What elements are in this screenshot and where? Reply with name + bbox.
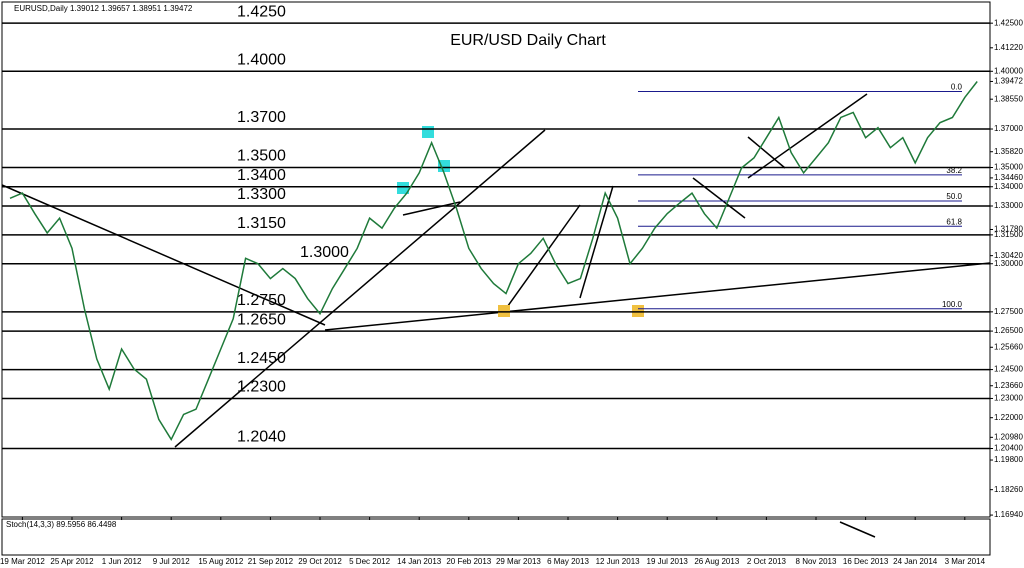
trendline: [747, 93, 868, 179]
x-tick-label: 29 Oct 2012: [298, 557, 342, 566]
trendline: [504, 204, 581, 311]
x-tick-label: 16 Dec 2013: [843, 557, 889, 566]
trendline: [747, 136, 786, 169]
y-tick-label: 1.16940: [994, 510, 1023, 519]
y-tick-label: 1.19800: [994, 455, 1023, 464]
x-tick-label: 2 Oct 2013: [747, 557, 787, 566]
x-tick-label: 9 Jul 2012: [153, 557, 190, 566]
y-tick-label: 1.40000: [994, 66, 1023, 75]
fib-label: 38.2: [946, 166, 962, 175]
y-tick-label: 1.24500: [994, 365, 1023, 374]
stoch-label: Stoch(14,3,3) 89.5956 86.4498: [6, 520, 117, 529]
fib-label: 100.0: [942, 300, 963, 309]
trendline: [402, 201, 461, 216]
y-tick-label: 1.23000: [994, 394, 1023, 403]
x-tick-label: 20 Feb 2013: [446, 557, 491, 566]
price-line: [9, 81, 978, 441]
main-panel: [1, 1, 991, 518]
trendlines: [1, 93, 991, 538]
y-tick-label: 1.35820: [994, 147, 1023, 156]
y-tick-label: 1.41220: [994, 43, 1023, 52]
x-tick-label: 19 Jul 2013: [647, 557, 689, 566]
level-label: 1.4250: [237, 3, 286, 20]
x-tick-label: 5 Dec 2012: [349, 557, 390, 566]
level-label: 1.4000: [237, 52, 286, 69]
fib-label: 0.0: [951, 83, 963, 92]
y-tick-label: 1.31500: [994, 230, 1023, 239]
x-tick-label: 8 Nov 2013: [796, 557, 837, 566]
x-tick-label: 26 Aug 2013: [694, 557, 739, 566]
x-tick-label: 3 Mar 2014: [945, 557, 986, 566]
trendline: [579, 185, 614, 299]
y-tick-label: 1.34460: [994, 173, 1023, 182]
level-label: 1.3700: [237, 109, 286, 126]
marker: [498, 305, 510, 317]
stoch-panel: [1, 518, 991, 556]
level-label: 1.2300: [237, 379, 286, 396]
y-tick-label: 1.33000: [994, 201, 1023, 210]
y-tick-label: 1.26500: [994, 326, 1023, 335]
y-tick-label: 1.31780: [994, 225, 1023, 234]
level-label: 1.3400: [237, 167, 286, 184]
x-tick-label: 14 Jan 2013: [397, 557, 442, 566]
trendline: [839, 521, 876, 538]
trendline: [324, 262, 991, 331]
y-tick-label: 1.20980: [994, 432, 1023, 441]
y-tick-label: 1.30000: [994, 259, 1023, 268]
fib-label: 50.0: [946, 192, 962, 201]
x-tick-label: 24 Jan 2014: [893, 557, 938, 566]
x-tick-label: 19 Mar 2012: [0, 557, 45, 566]
marker: [632, 305, 644, 317]
y-tick-label: 1.18260: [994, 485, 1023, 494]
y-tick-label: 1.23660: [994, 381, 1023, 390]
level-label: 1.3150: [237, 215, 286, 232]
level-label: 1.2750: [237, 292, 286, 309]
marker: [422, 126, 434, 138]
markers: [397, 126, 644, 317]
x-tick-label: 21 Sep 2012: [248, 557, 294, 566]
y-tick-label: 1.35000: [994, 163, 1023, 172]
x-tick-label: 15 Aug 2012: [198, 557, 243, 566]
y-tick-label: 1.30420: [994, 251, 1023, 260]
x-tick-label: 29 Mar 2013: [496, 557, 541, 566]
y-tick-label: 1.27500: [994, 307, 1023, 316]
y-tick-label: 1.37000: [994, 124, 1023, 133]
level-label: 1.3000: [300, 244, 349, 261]
marker: [438, 160, 450, 172]
level-label: 1.3500: [237, 148, 286, 165]
symbol-header: EURUSD,Daily 1.39012 1.39657 1.38951 1.3…: [14, 4, 193, 13]
x-tick-label: 6 May 2013: [547, 557, 589, 566]
level-label: 1.2450: [237, 350, 286, 367]
x-tick-label: 25 Apr 2012: [50, 557, 94, 566]
y-tick-label: 1.39472: [994, 77, 1023, 86]
chart-title: EUR/USD Daily Chart: [450, 32, 606, 49]
trendline: [692, 177, 746, 219]
trendline: [174, 129, 546, 448]
y-tick-label: 1.38550: [994, 94, 1023, 103]
y-tick-label: 1.34000: [994, 182, 1023, 191]
x-tick-label: 1 Jun 2012: [102, 557, 142, 566]
y-tick-label: 1.42500: [994, 18, 1023, 27]
x-tick-label: 12 Jun 2013: [596, 557, 641, 566]
y-tick-label: 1.22000: [994, 413, 1023, 422]
marker: [397, 182, 409, 194]
level-label: 1.3300: [237, 186, 286, 203]
level-label: 1.2650: [237, 311, 286, 328]
trendline: [1, 184, 326, 326]
y-tick-label: 1.20400: [994, 444, 1023, 453]
level-label: 1.2040: [237, 429, 286, 446]
fib-label: 61.8: [946, 217, 962, 226]
y-tick-label: 1.25660: [994, 342, 1023, 351]
